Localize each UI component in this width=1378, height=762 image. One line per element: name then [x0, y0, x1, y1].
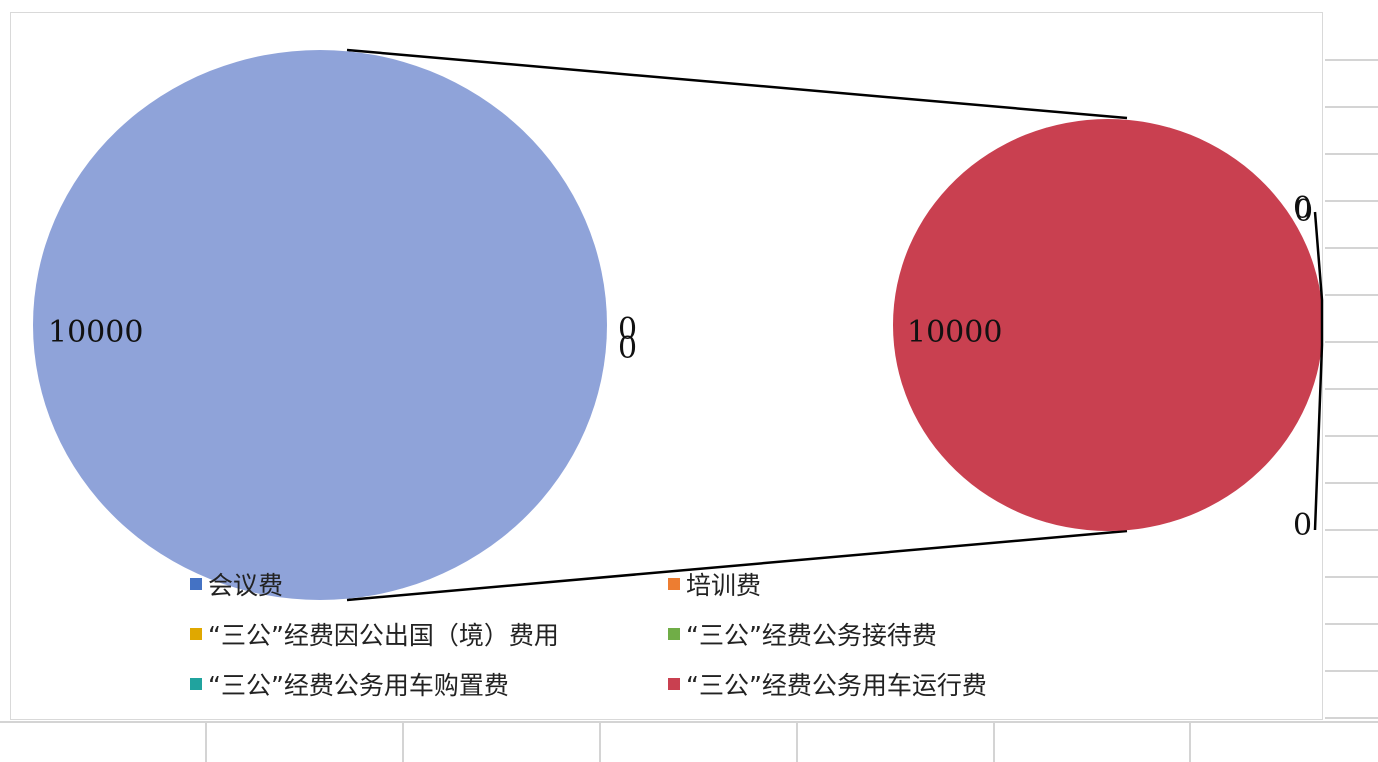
primary-pie [33, 50, 607, 600]
legend-label: “三公”经费公务用车运行费 [686, 671, 987, 700]
primary-data-label: 0 [618, 331, 637, 366]
legend-label: “三公”经费公务用车购置费 [208, 671, 509, 700]
legend-item-reception: “三公”经费公务接待费 [668, 616, 1128, 652]
legend-item-meeting: 会议费 [190, 566, 668, 602]
legend-item-vehicle-operation: “三公”经费公务用车运行费 [668, 666, 1128, 702]
secondary-data-label: 0 [1293, 508, 1312, 543]
legend-swatch [190, 628, 202, 640]
connector-lines [346, 48, 1128, 602]
primary-pie-slice [33, 50, 607, 600]
secondary-data-label: 10000 [907, 315, 1002, 350]
legend-swatch [668, 678, 680, 690]
connector-line-bottom [346, 529, 1128, 602]
secondary-data-label: 0 [1293, 191, 1312, 226]
legend-swatch [190, 678, 202, 690]
secondary-data-label: 0 [1294, 194, 1313, 229]
legend-item-training: 培训费 [668, 566, 1128, 602]
primary-data-label: 10000 [48, 315, 143, 350]
legend-label: “三公”经费因公出国（境）费用 [208, 621, 559, 650]
leader-line [1313, 211, 1324, 531]
legend: 会议费 培训费 “三公”经费因公出国（境）费用 “三公”经费公务接待费 “三公”… [190, 566, 1130, 702]
legend-item-overseas: “三公”经费因公出国（境）费用 [190, 616, 668, 652]
legend-swatch [668, 628, 680, 640]
legend-label: 会议费 [208, 571, 284, 600]
legend-swatch [190, 578, 202, 590]
legend-label: 培训费 [686, 571, 762, 600]
legend-swatch [668, 578, 680, 590]
legend-item-vehicle-purchase: “三公”经费公务用车购置费 [190, 666, 668, 702]
legend-label: “三公”经费公务接待费 [686, 621, 937, 650]
secondary-pie-slice [893, 119, 1323, 531]
secondary-pie [893, 119, 1324, 531]
connector-line-top [346, 48, 1128, 120]
primary-data-label: 0 [618, 312, 637, 347]
